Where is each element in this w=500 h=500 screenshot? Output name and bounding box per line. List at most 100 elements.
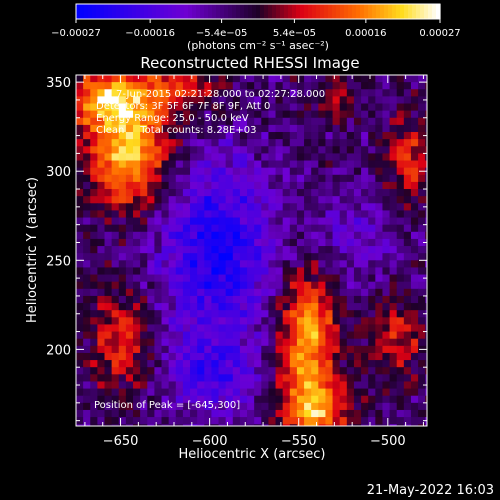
heatmap-cell <box>382 181 390 190</box>
heatmap-cell <box>254 82 262 90</box>
heatmap-cell <box>425 374 428 382</box>
heatmap-cell <box>254 139 262 147</box>
heatmap-cell <box>339 317 348 325</box>
heatmap-cell <box>425 139 428 147</box>
heatmap-cell <box>375 317 383 325</box>
heatmap-cell <box>104 82 113 90</box>
heatmap-cell <box>396 360 405 368</box>
heatmap-cell <box>161 139 170 147</box>
heatmap-cell <box>268 110 276 119</box>
heatmap-cell <box>375 238 383 247</box>
heatmap-cell <box>403 295 412 304</box>
heatmap-cell <box>332 132 341 140</box>
heatmap-cell <box>396 96 405 104</box>
heatmap-cell <box>225 338 234 347</box>
heatmap-cell <box>161 210 170 218</box>
heatmap-cell <box>90 174 98 183</box>
heatmap-cell <box>76 367 84 375</box>
heatmap-cell <box>375 146 383 154</box>
heatmap-cell <box>254 295 262 304</box>
heatmap-cell <box>289 295 298 304</box>
heatmap-cell <box>275 317 284 325</box>
heatmap-cell <box>182 267 191 275</box>
heatmap-cell <box>368 260 376 268</box>
heatmap-cell <box>375 103 383 112</box>
heatmap-cell <box>239 196 248 204</box>
heatmap-cell <box>296 217 305 226</box>
heatmap-cell <box>375 303 383 311</box>
heatmap-cell <box>396 281 405 290</box>
heatmap-cell <box>239 89 248 97</box>
heatmap-cell <box>332 388 341 397</box>
heatmap-cell <box>311 310 319 318</box>
heatmap-cell <box>418 132 426 140</box>
colorbar: −0.00027 −0.00016 −5.4e−05 5.4e−05 0.00016 0.… <box>51 3 461 52</box>
heatmap-cell <box>83 231 91 240</box>
heatmap-cell <box>190 96 198 104</box>
heatmap-cell <box>332 210 341 218</box>
heatmap-cell <box>182 96 191 104</box>
heatmap-cell <box>111 110 120 119</box>
annotation-energy-range: Energy Range: 25.0 - 50.0 keV <box>96 113 249 124</box>
heatmap-cell <box>318 409 326 418</box>
heatmap-cell <box>375 203 383 211</box>
heatmap-cell <box>311 231 319 240</box>
heatmap-cell <box>254 417 262 425</box>
heatmap-cell <box>304 331 312 340</box>
heatmap-cell <box>247 110 255 119</box>
heatmap-cell <box>133 374 141 382</box>
heatmap-cell <box>304 174 312 183</box>
heatmap-cell <box>76 374 84 382</box>
heatmap-cell <box>361 395 369 404</box>
heatmap-cell <box>325 124 333 133</box>
heatmap-cell <box>403 253 412 261</box>
heatmap-cell <box>111 153 120 161</box>
colorbar-tick-label: −5.4e−05 <box>196 28 248 39</box>
heatmap-cell <box>225 395 234 404</box>
heatmap-cell <box>140 231 148 240</box>
heatmap-cell <box>389 246 398 254</box>
heatmap-cell <box>190 132 198 140</box>
heatmap-cell <box>311 345 319 354</box>
heatmap-cell <box>268 167 276 176</box>
heatmap-cell <box>118 274 127 283</box>
heatmap-cell <box>118 417 127 425</box>
heatmap-cell <box>268 124 276 133</box>
heatmap-cell <box>346 238 355 247</box>
heatmap-cell <box>396 124 405 133</box>
heatmap-cell <box>190 253 198 261</box>
heatmap-cell <box>346 317 355 325</box>
heatmap-cell <box>168 82 177 90</box>
heatmap-cell <box>418 288 426 297</box>
heatmap-cell <box>182 246 191 254</box>
heatmap-cell <box>175 360 184 368</box>
heatmap-cell <box>296 146 305 154</box>
heatmap-cell <box>211 395 219 404</box>
heatmap-cell <box>247 331 255 340</box>
heatmap-cell <box>296 124 305 133</box>
heatmap-cell <box>275 381 284 389</box>
heatmap-cell <box>410 89 419 97</box>
heatmap-cell <box>382 331 390 340</box>
heatmap-cell <box>218 124 227 133</box>
heatmap-cell <box>325 210 333 218</box>
heatmap-cell <box>76 75 84 83</box>
heatmap-cell <box>403 189 412 197</box>
heatmap-cell <box>211 360 219 368</box>
heatmap-cell <box>268 160 276 169</box>
heatmap-cell <box>147 75 155 83</box>
heatmap-cell <box>97 160 105 169</box>
heatmap-cell <box>218 217 227 226</box>
heatmap-cell <box>339 146 348 154</box>
heatmap-cell <box>418 246 426 254</box>
heatmap-cell <box>140 352 148 361</box>
heatmap-cell <box>118 96 127 104</box>
heatmap-cell <box>382 117 390 126</box>
heatmap-cell <box>161 174 170 183</box>
heatmap-cell <box>175 174 184 183</box>
heatmap-cell <box>332 196 341 204</box>
heatmap-cell <box>403 89 412 97</box>
heatmap-cell <box>140 310 148 318</box>
heatmap-cell <box>318 417 326 425</box>
heatmap-cell <box>125 281 134 290</box>
